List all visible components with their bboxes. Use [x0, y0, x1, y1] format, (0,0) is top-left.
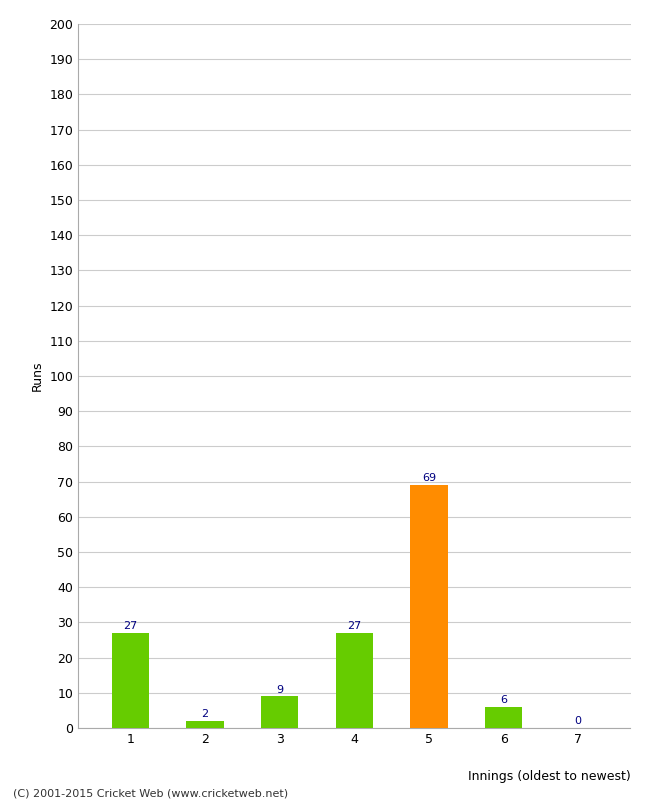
Y-axis label: Runs: Runs: [31, 361, 44, 391]
Text: 6: 6: [500, 695, 507, 705]
Bar: [485, 707, 522, 728]
Text: 27: 27: [123, 622, 137, 631]
Text: Innings (oldest to newest): Innings (oldest to newest): [468, 770, 630, 783]
Text: 27: 27: [347, 622, 361, 631]
Text: 2: 2: [202, 710, 209, 719]
Text: 69: 69: [422, 474, 436, 483]
Text: (C) 2001-2015 Cricket Web (www.cricketweb.net): (C) 2001-2015 Cricket Web (www.cricketwe…: [13, 788, 288, 798]
Bar: [261, 696, 298, 728]
Text: 0: 0: [575, 716, 582, 726]
Text: 9: 9: [276, 685, 283, 694]
Bar: [335, 633, 373, 728]
Bar: [112, 633, 149, 728]
Bar: [410, 485, 448, 728]
Bar: [187, 721, 224, 728]
